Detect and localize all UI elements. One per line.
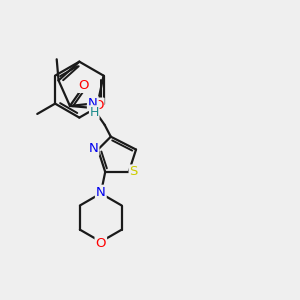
Text: O: O	[79, 79, 89, 92]
Text: S: S	[130, 165, 138, 178]
Text: N: N	[88, 97, 98, 110]
Text: N: N	[89, 142, 98, 155]
Text: O: O	[96, 237, 106, 250]
Text: N: N	[96, 186, 106, 199]
Text: H: H	[90, 106, 99, 119]
Text: O: O	[93, 99, 104, 112]
